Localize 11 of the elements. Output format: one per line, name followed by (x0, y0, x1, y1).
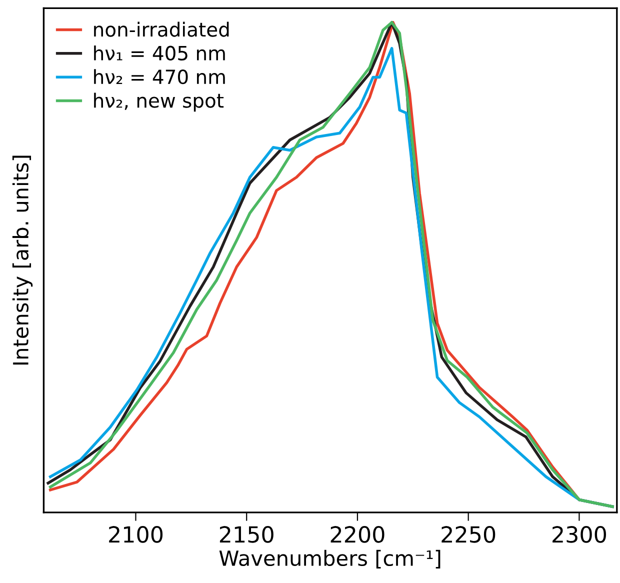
x-tick-label: 2300 (552, 526, 606, 543)
x-tick-label: 2250 (442, 526, 496, 543)
legend-label: hν₂ = 470 nm (94, 69, 225, 84)
legend-label: hν₂, new spot (94, 92, 224, 112)
legend-label: hν₁ = 405 nm (94, 45, 225, 61)
y-axis-title: Intensity [arb. units] (12, 156, 33, 365)
x-tick-label: 2100 (109, 526, 163, 543)
x-tick-label: 2150 (220, 526, 274, 543)
legend-label: non-irradiated (94, 22, 229, 37)
x-axis-title: Wavenumbers [cm⁻¹] (219, 550, 440, 569)
x-tick-label: 2200 (330, 526, 384, 543)
